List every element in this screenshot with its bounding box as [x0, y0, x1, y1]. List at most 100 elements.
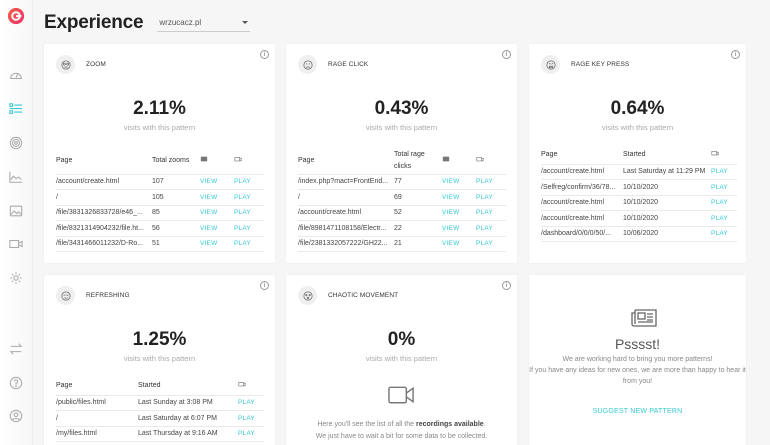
- play-link[interactable]: PLAY: [234, 224, 251, 232]
- play-link[interactable]: PLAY: [476, 224, 493, 232]
- zoom-card: i ZOOM 2.11% visits with this pattern Pa…: [44, 44, 275, 263]
- area-chart-icon[interactable]: [9, 170, 23, 184]
- rage-click-table: Page Total rage clicks /index.php?mact=Fr…: [298, 149, 506, 252]
- table-row: /file/8981471108158/Electr... 22 VIEW PLAY: [298, 220, 506, 236]
- table-row: /account/create.html 10/10/2020 PLAY: [541, 210, 737, 226]
- table-row: /69 VIEW PLAY: [298, 189, 506, 205]
- table-row: /dashboard/0/0/0/50/... 10/06/2020 PLAY: [541, 225, 737, 242]
- play-link[interactable]: PLAY: [234, 209, 251, 217]
- table-row: /index.php?mact=FrontEnd... 77 VIEW PLAY: [298, 173, 506, 190]
- card-title: CHAOTIC MOVEMENT: [328, 292, 399, 299]
- play-link[interactable]: PLAY: [476, 240, 493, 248]
- play-link[interactable]: PLAY: [234, 240, 251, 248]
- rage-key-table: Page Started /account/create.html Last Sat…: [541, 147, 737, 242]
- play-link[interactable]: PLAY: [711, 168, 728, 176]
- info-icon[interactable]: i: [260, 50, 269, 59]
- video-camera-icon: [388, 385, 415, 405]
- speedometer-icon[interactable]: [9, 68, 23, 82]
- suggest-new-pattern-button[interactable]: SUGGEST NEW PATTERN: [592, 408, 683, 415]
- zoom-face-icon: [56, 55, 75, 74]
- pattern-subtitle: visits with this pattern: [123, 354, 196, 363]
- view-link[interactable]: VIEW: [442, 209, 460, 217]
- question-circle-icon[interactable]: [9, 376, 23, 390]
- refreshing-table: Page Started /public/files.html Last Sunda…: [56, 378, 264, 442]
- pattern-percentage: 0.64%: [610, 98, 665, 119]
- view-link[interactable]: VIEW: [200, 193, 218, 201]
- play-link[interactable]: PLAY: [238, 399, 255, 407]
- empty-state-line-2: We just have to wait a bit for some data…: [315, 433, 488, 440]
- user-circle-icon[interactable]: [9, 409, 23, 423]
- angry-face-icon: [541, 55, 560, 74]
- card-title: RAGE CLICK: [328, 61, 369, 68]
- newspaper-icon: [631, 308, 657, 328]
- video-camera-icon: [234, 149, 264, 174]
- play-link[interactable]: PLAY: [238, 414, 255, 422]
- target-icon[interactable]: [9, 136, 23, 150]
- image-icon: [200, 149, 234, 174]
- page-header: Experience wrzucacz.pl: [44, 10, 251, 36]
- video-camera-icon[interactable]: [9, 237, 23, 251]
- suggest-pattern-card: Psssst! We are working hard to bring you…: [529, 275, 746, 445]
- table-row: /account/create.html 52 VIEW PLAY: [298, 204, 506, 221]
- col-total: Total rage clicks: [394, 151, 425, 171]
- table-row: /file/8321314904232/file.ht... 56 VIEW PLAY: [56, 220, 264, 236]
- view-link[interactable]: VIEW: [442, 193, 460, 201]
- video-camera-icon: [476, 149, 506, 174]
- dizzy-face-icon: [298, 286, 317, 305]
- pattern-subtitle: visits with this pattern: [365, 123, 438, 132]
- rage-key-press-card: i RAGE KEY PRESS 0.64% visits with this …: [529, 44, 746, 263]
- view-link[interactable]: VIEW: [442, 178, 460, 186]
- view-link[interactable]: VIEW: [200, 240, 218, 248]
- table-row: /public/files.html Last Sunday at 3:08 PM…: [56, 394, 264, 411]
- pattern-subtitle: visits with this pattern: [123, 123, 196, 132]
- play-link[interactable]: PLAY: [711, 230, 728, 238]
- view-link[interactable]: VIEW: [200, 209, 218, 217]
- pattern-percentage: 2.11%: [133, 98, 186, 119]
- play-link[interactable]: PLAY: [711, 199, 728, 207]
- view-link[interactable]: VIEW: [200, 178, 218, 186]
- play-link[interactable]: PLAY: [234, 178, 251, 186]
- table-row: /file/2381332057222/GH22... 21 VIEW PLAY: [298, 235, 506, 252]
- refreshing-card: i REFRESHING 1.25% visits with this patt…: [44, 275, 275, 445]
- image-icon[interactable]: [9, 204, 23, 218]
- gear-icon[interactable]: [9, 271, 23, 285]
- pattern-percentage: 0.43%: [374, 98, 429, 119]
- sidebar: [0, 0, 33, 445]
- app-logo[interactable]: [7, 7, 25, 25]
- info-icon[interactable]: i: [731, 50, 740, 59]
- info-icon[interactable]: i: [502, 281, 511, 290]
- col-started: Started: [138, 382, 161, 390]
- table-row: /account/create.html 107 VIEW PLAY: [56, 173, 264, 190]
- transfer-arrows-icon[interactable]: [9, 342, 23, 356]
- refresh-face-icon: [56, 286, 75, 305]
- play-link[interactable]: PLAY: [476, 209, 493, 217]
- play-link[interactable]: PLAY: [234, 193, 251, 201]
- play-link[interactable]: PLAY: [476, 178, 493, 186]
- info-icon[interactable]: i: [502, 50, 511, 59]
- pattern-subtitle: visits with this pattern: [601, 123, 674, 132]
- pattern-percentage: 1.25%: [132, 329, 187, 350]
- table-row: /file/3431466011232/D-Ro... 51 VIEW PLAY: [56, 235, 264, 252]
- play-link[interactable]: PLAY: [238, 430, 255, 438]
- video-camera-icon: [711, 147, 737, 164]
- view-link[interactable]: VIEW: [442, 240, 460, 248]
- list-icon[interactable]: [9, 102, 23, 116]
- col-total: Total zooms: [152, 157, 190, 165]
- col-page: Page: [541, 151, 558, 159]
- psst-line-3: from you!: [622, 378, 653, 385]
- table-row: /file/3831326833728/e46_... 85 VIEW PLAY: [56, 204, 264, 221]
- play-link[interactable]: PLAY: [711, 183, 728, 191]
- psst-line-1: We are working hard to bring you more pa…: [562, 356, 713, 363]
- card-title: ZOOM: [86, 61, 106, 68]
- site-select[interactable]: wrzucacz.pl: [157, 14, 251, 32]
- play-link[interactable]: PLAY: [476, 193, 493, 201]
- info-icon[interactable]: i: [260, 281, 269, 290]
- col-started: Started: [623, 151, 646, 159]
- page-title: Experience: [44, 12, 144, 33]
- pattern-percentage: 0%: [387, 329, 416, 350]
- play-link[interactable]: PLAY: [711, 214, 728, 222]
- card-title: RAGE KEY PRESS: [571, 61, 630, 68]
- view-link[interactable]: VIEW: [200, 224, 218, 232]
- view-link[interactable]: VIEW: [442, 224, 460, 232]
- image-icon: [442, 149, 476, 174]
